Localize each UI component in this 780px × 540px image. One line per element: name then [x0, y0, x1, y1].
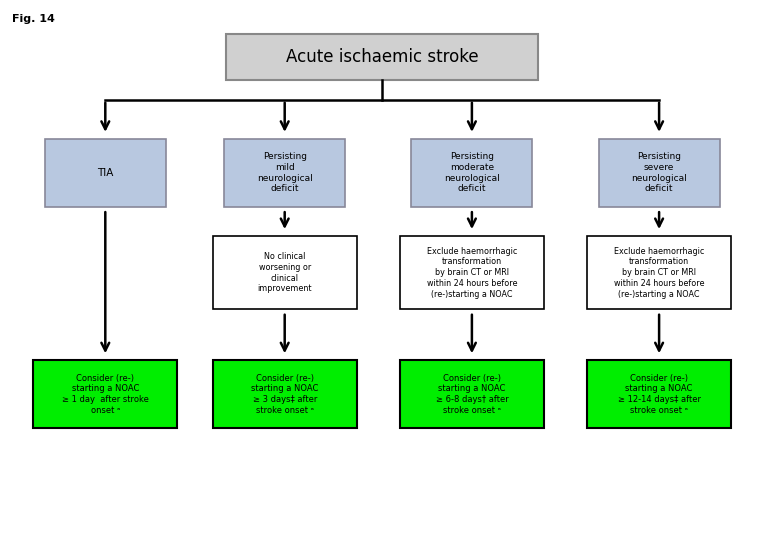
- FancyBboxPatch shape: [412, 139, 532, 206]
- FancyBboxPatch shape: [399, 237, 544, 309]
- FancyBboxPatch shape: [587, 361, 732, 428]
- FancyBboxPatch shape: [212, 361, 356, 428]
- Text: Fig. 14: Fig. 14: [12, 14, 55, 24]
- FancyBboxPatch shape: [212, 237, 356, 309]
- FancyBboxPatch shape: [34, 361, 178, 428]
- Text: TIA: TIA: [98, 168, 113, 178]
- Text: Exclude haemorrhagic
transformation
by brain CT or MRI
within 24 hours before
(r: Exclude haemorrhagic transformation by b…: [614, 247, 704, 299]
- Text: No clinical
worsening or
clinical
improvement: No clinical worsening or clinical improv…: [257, 252, 312, 293]
- FancyBboxPatch shape: [599, 139, 719, 206]
- Text: Consider (re-)
starting a NOAC
≥ 1 day  after stroke
onset ᵃ: Consider (re-) starting a NOAC ≥ 1 day a…: [62, 374, 149, 415]
- Text: Persisting
severe
neurological
deficit: Persisting severe neurological deficit: [631, 152, 687, 193]
- Text: Consider (re-)
starting a NOAC
≥ 6-8 days† after
stroke onset ᵃ: Consider (re-) starting a NOAC ≥ 6-8 day…: [435, 374, 509, 415]
- FancyBboxPatch shape: [399, 361, 544, 428]
- Text: Persisting
moderate
neurological
deficit: Persisting moderate neurological deficit: [444, 152, 500, 193]
- Text: Exclude haemorrhagic
transformation
by brain CT or MRI
within 24 hours before
(r: Exclude haemorrhagic transformation by b…: [427, 247, 517, 299]
- FancyBboxPatch shape: [45, 139, 166, 206]
- FancyBboxPatch shape: [225, 139, 345, 206]
- Text: Acute ischaemic stroke: Acute ischaemic stroke: [286, 48, 478, 66]
- Text: Consider (re-)
starting a NOAC
≥ 3 days‡ after
stroke onset ᵃ: Consider (re-) starting a NOAC ≥ 3 days‡…: [251, 374, 318, 415]
- Text: Consider (re-)
starting a NOAC
≥ 12-14 days‡ after
stroke onset ᵃ: Consider (re-) starting a NOAC ≥ 12-14 d…: [618, 374, 700, 415]
- Text: Persisting
mild
neurological
deficit: Persisting mild neurological deficit: [257, 152, 313, 193]
- FancyBboxPatch shape: [587, 237, 732, 309]
- FancyBboxPatch shape: [226, 33, 538, 79]
